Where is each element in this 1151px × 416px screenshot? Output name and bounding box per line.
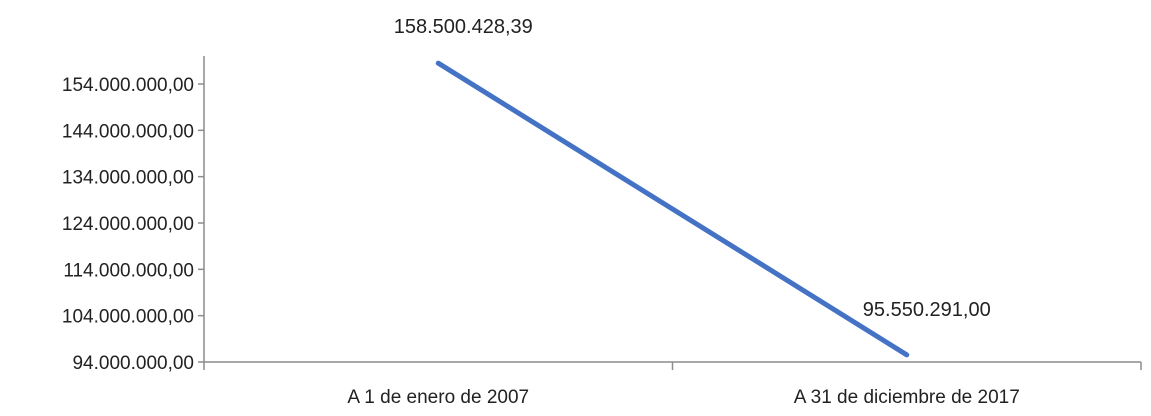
x-axis-ticks: A 1 de enero de 2007 A 31 de diciembre de… — [203, 362, 1142, 408]
x-tick-label: A 31 de diciembre de 2017 — [794, 387, 1020, 408]
data-label: 95.550.291,00 — [863, 299, 991, 321]
series-line — [435, 60, 910, 358]
y-tick-label: 94.000.000,00 — [72, 353, 194, 374]
y-axis-ticks: 94.000.000,00 104.000.000,00 114.000.000,0… — [62, 75, 204, 374]
y-tick-label: 124.000.000,00 — [62, 214, 194, 235]
data-point — [436, 61, 441, 66]
data-labels: 158.500.428,39 95.550.291,00 — [394, 16, 991, 321]
y-tick-label: 104.000.000,00 — [62, 307, 194, 328]
data-series — [435, 60, 910, 358]
y-tick-label: 154.000.000,00 — [62, 75, 194, 96]
x-tick-label: A 1 de enero de 2007 — [347, 387, 529, 408]
y-tick-label: 134.000.000,00 — [62, 168, 194, 189]
y-tick-label: 114.000.000,00 — [63, 260, 194, 281]
y-tick-label: 144.000.000,00 — [62, 121, 194, 142]
data-point — [904, 352, 909, 357]
data-label: 158.500.428,39 — [394, 16, 533, 38]
